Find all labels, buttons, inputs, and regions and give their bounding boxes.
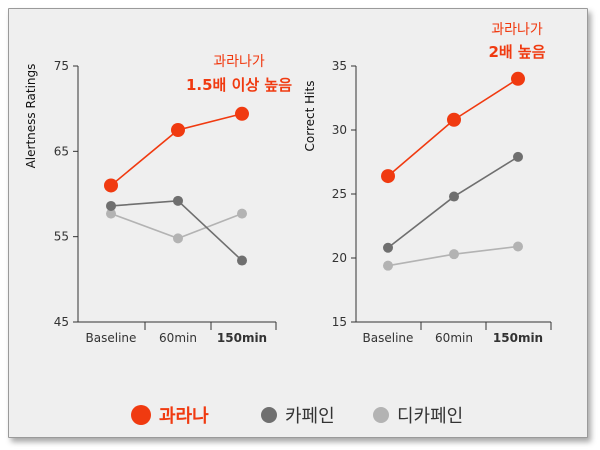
data-point-decaf <box>237 208 247 219</box>
annotation-line-2: 2배 높음 <box>488 43 545 61</box>
data-point-caffeine <box>513 151 523 162</box>
annotation-line-2: 1.5배 이상 높음 <box>186 76 292 94</box>
x-tick-label: 60min <box>435 331 473 345</box>
x-tick-label: 150min <box>493 331 543 345</box>
y-tick-label: 65 <box>54 144 69 158</box>
x-tick-label: Baseline <box>363 331 414 345</box>
data-point-decaf <box>513 241 523 252</box>
series-line-caffeine <box>387 156 519 249</box>
y-tick-label: 35 <box>332 59 347 73</box>
data-point-guarana <box>381 169 395 184</box>
legend-marker <box>261 407 277 423</box>
data-point-caffeine <box>449 191 459 202</box>
y-tick-label: 55 <box>54 230 69 244</box>
y-tick-label: 15 <box>332 315 347 329</box>
y-tick-label: 45 <box>54 315 69 329</box>
y-axis-title: Correct Hits <box>303 81 317 152</box>
legend-label: 디카페인 <box>397 406 463 427</box>
y-tick-label: 75 <box>54 59 69 73</box>
data-point-guarana <box>447 112 461 127</box>
data-point-decaf <box>383 260 393 271</box>
y-tick-label: 20 <box>332 251 347 265</box>
data-point-guarana <box>104 178 118 193</box>
y-tick-label: 25 <box>332 187 347 201</box>
legend-marker <box>373 407 389 423</box>
legend-label: 과라나 <box>159 406 209 427</box>
y-axis-title: Alertness Ratings <box>24 64 38 169</box>
data-point-caffeine <box>383 242 393 253</box>
chart-frame: 45 55 65 75 Baseline 60min 150min Alertness Rat… <box>8 8 588 438</box>
data-point-decaf <box>106 208 116 219</box>
x-tick-label: 60min <box>159 331 197 345</box>
annotation-line-1: 과라나가 <box>213 54 265 70</box>
annotation-line-1: 과라나가 <box>491 22 543 38</box>
series-line-guarana <box>387 78 519 177</box>
data-point-decaf <box>449 249 459 260</box>
data-point-guarana <box>511 71 525 86</box>
legend-marker <box>131 405 151 425</box>
x-tick-label: Baseline <box>86 331 137 345</box>
data-point-guarana <box>171 123 185 137</box>
y-tick-label: 30 <box>332 123 347 137</box>
x-tick-label: 150min <box>217 331 267 345</box>
data-point-caffeine <box>173 195 183 206</box>
data-point-caffeine <box>237 255 247 266</box>
series-line-caffeine <box>110 200 243 262</box>
legend-label: 카페인 <box>285 406 335 427</box>
guarana-comparison-charts: 45 55 65 75 Baseline 60min 150min Alertness Rat… <box>24 22 552 427</box>
data-point-decaf <box>173 233 183 244</box>
data-point-guarana <box>235 106 249 121</box>
data-point-caffeine <box>106 200 116 211</box>
